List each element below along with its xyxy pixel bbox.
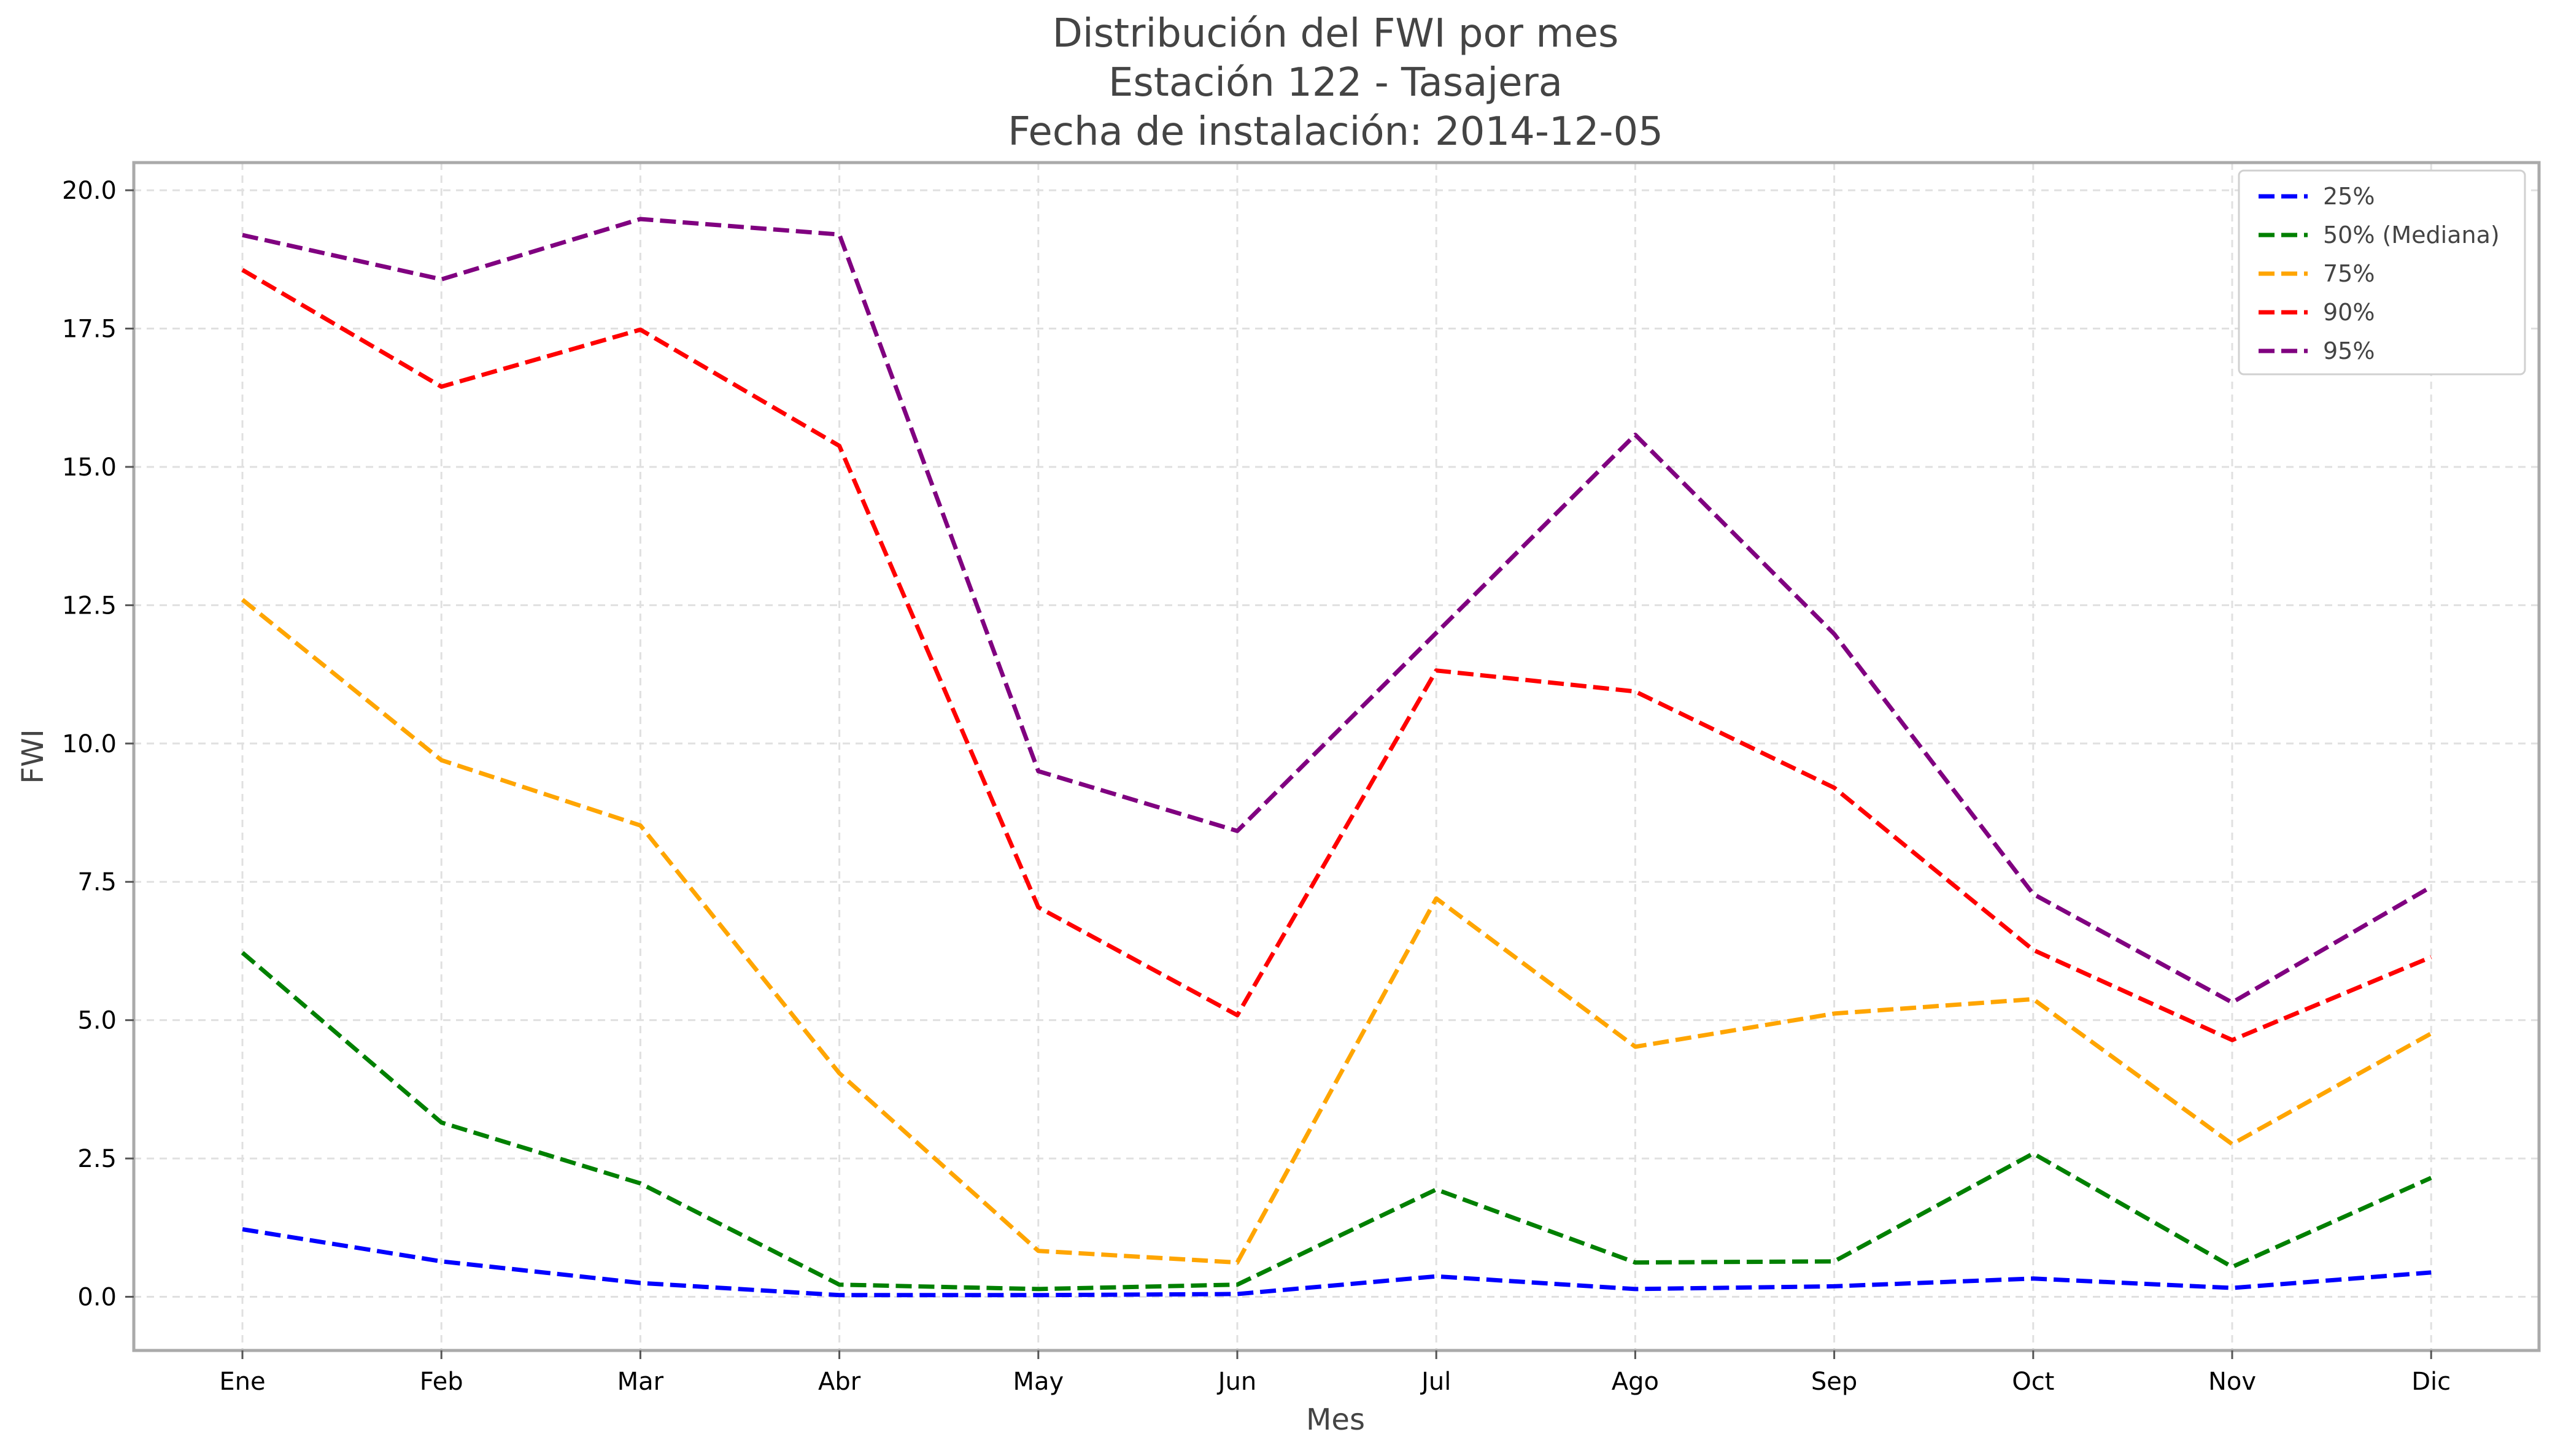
x-tick-label: Oct	[2012, 1368, 2054, 1396]
x-tick-label: Ago	[1612, 1368, 1659, 1396]
y-tick-label: 7.5	[77, 868, 117, 896]
chart-title-line-2: Estación 122 - Tasajera	[1108, 60, 1563, 106]
x-tick-label: Jun	[1216, 1368, 1257, 1396]
grid-lines	[134, 163, 2539, 1350]
y-tick-label: 10.0	[62, 730, 117, 758]
series-line	[242, 217, 2432, 1005]
y-tick-label: 17.5	[62, 315, 117, 344]
y-tick-label: 15.0	[62, 453, 117, 482]
legend-box	[2238, 169, 2526, 376]
x-tick-label: Dic	[2411, 1368, 2451, 1396]
x-tick-label: Feb	[420, 1368, 463, 1396]
y-tick-label: 12.5	[62, 591, 117, 620]
y-tick-label: 20.0	[62, 177, 117, 205]
series-lines	[241, 217, 2432, 1298]
legend-label: 25%	[2323, 183, 2375, 210]
x-tick-label: Sep	[1811, 1368, 1857, 1396]
series-line	[241, 598, 2432, 1265]
x-tick-label: Jul	[1420, 1368, 1451, 1396]
chart-title-line-1: Distribución del FWI por mes	[1053, 11, 1619, 56]
plot-frame	[132, 161, 2541, 1352]
x-tick-label: Mar	[617, 1368, 664, 1396]
legend-label: 50% (Mediana)	[2323, 221, 2500, 248]
x-tick-label: Ene	[219, 1368, 265, 1396]
series-line	[241, 268, 2432, 1042]
x-axis: Ene Feb Mar Abr May Jun Jul Ago Sep Oct Nov Dic	[219, 1350, 2451, 1396]
x-axis-label: Mes	[1306, 1403, 1365, 1437]
chart-title-line-3: Fecha de instalación: 2014-12-05	[1008, 109, 1663, 155]
legend-label: 90%	[2323, 299, 2375, 326]
y-axis-label: FWI	[16, 729, 50, 784]
series-line	[241, 951, 2432, 1292]
x-tick-label: Nov	[2208, 1368, 2256, 1396]
y-tick-label: 0.0	[77, 1284, 117, 1312]
series-line	[242, 1227, 2432, 1298]
legend-label: 75%	[2323, 260, 2375, 287]
x-tick-label: Abr	[818, 1368, 861, 1396]
y-tick-label: 5.0	[77, 1007, 117, 1035]
y-tick-label: 2.5	[77, 1145, 117, 1173]
legend: 25% 50% (Mediana) 75% 90% 95%	[2238, 169, 2526, 376]
legend-label: 95%	[2323, 337, 2375, 364]
y-axis: 0.0 2.5 5.0 7.5 10.0 12.5 15.0 17.5 20.0	[62, 177, 134, 1312]
x-tick-label: May	[1013, 1368, 1064, 1396]
